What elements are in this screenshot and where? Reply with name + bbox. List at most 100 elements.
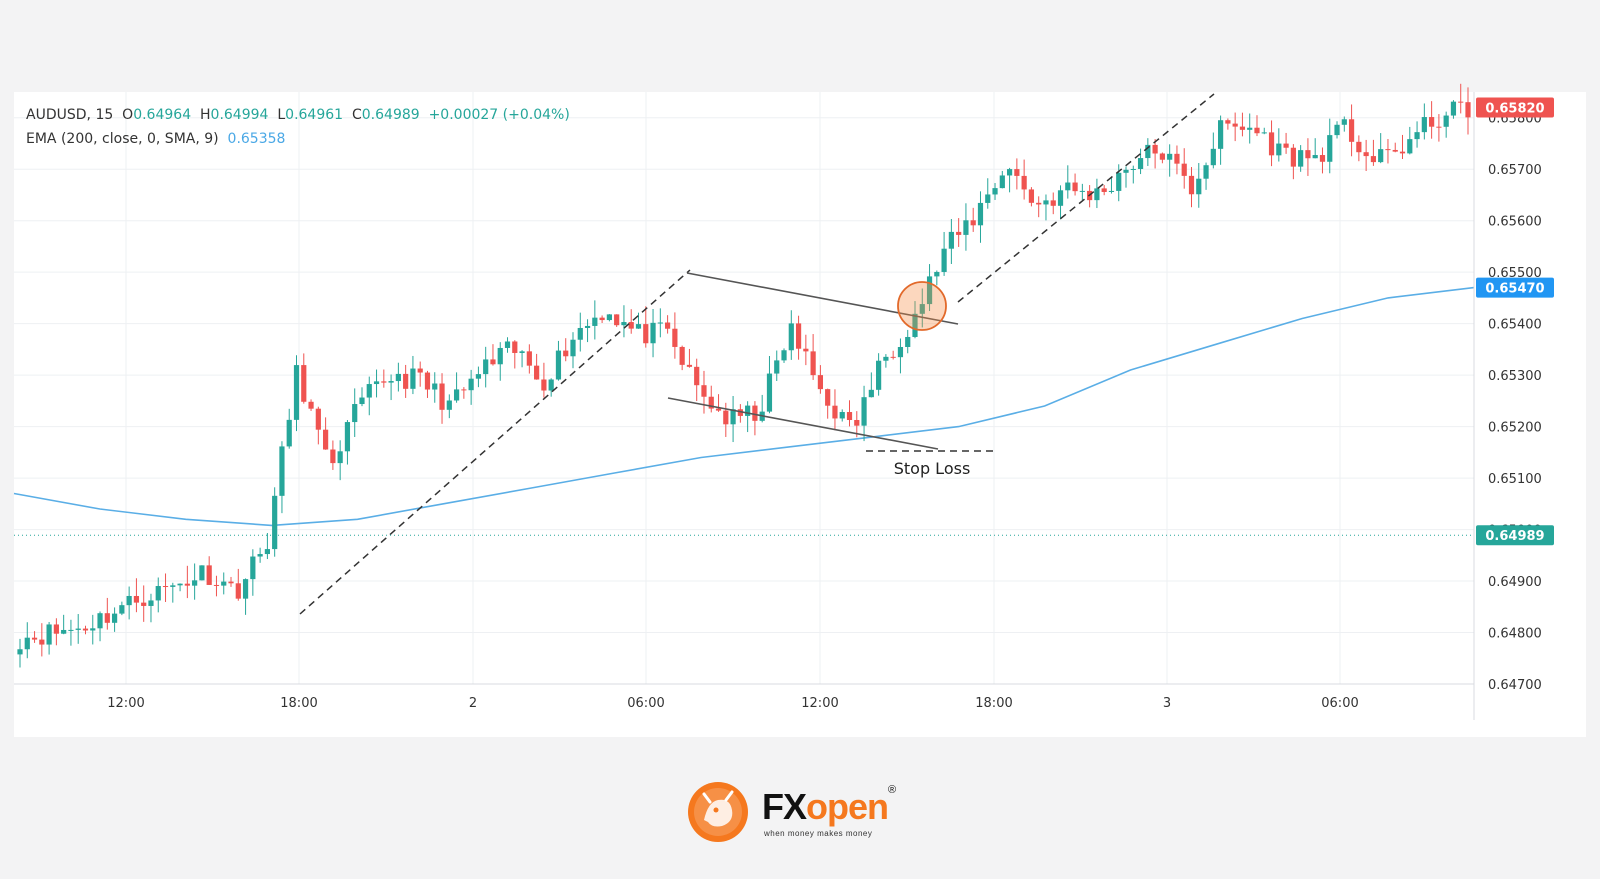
candle-body [330, 449, 336, 464]
price-tag: 0.65470 [1476, 277, 1554, 298]
time-tick-label: 12:00 [107, 696, 144, 711]
candle-body [439, 383, 445, 410]
candle [715, 394, 722, 412]
candle-body [1334, 124, 1340, 136]
candle [694, 358, 700, 402]
candle [781, 348, 787, 363]
candle-body [1341, 119, 1347, 125]
candle [635, 312, 642, 329]
candle-body [1407, 139, 1413, 154]
candle-body [228, 581, 234, 584]
candle-body [1159, 153, 1165, 160]
candle-body [359, 397, 365, 405]
candle-body [708, 396, 714, 409]
candle [577, 312, 583, 352]
candle-body [1239, 126, 1246, 130]
candle-body [272, 495, 278, 550]
candle [926, 264, 933, 312]
candle-body [213, 584, 220, 586]
candle [315, 406, 321, 445]
candle-body [1327, 135, 1333, 162]
candle [1436, 114, 1442, 142]
candle [221, 572, 227, 595]
candle-body [563, 350, 569, 357]
candle [664, 315, 671, 334]
candle [126, 586, 132, 620]
candle [919, 288, 925, 328]
candle [184, 565, 190, 599]
candle [1378, 133, 1384, 164]
candle-body [570, 339, 576, 357]
candle [1123, 166, 1129, 188]
candle [257, 547, 263, 563]
candle-body [788, 323, 794, 351]
candle-body [810, 351, 816, 376]
uptrend-line-2 [957, 93, 1215, 303]
legend-symbol: AUDUSD [26, 107, 87, 123]
candle [323, 417, 329, 450]
candle-body [694, 366, 700, 386]
candle-body [1450, 101, 1457, 116]
candle [1210, 132, 1216, 169]
candle [111, 607, 118, 632]
candle [264, 533, 270, 560]
candle [1203, 162, 1209, 190]
candle [483, 346, 489, 388]
candle [490, 344, 496, 366]
candle-body [628, 322, 634, 329]
candle-body [301, 365, 307, 402]
time-tick-label: 06:00 [627, 696, 664, 711]
candle [75, 614, 81, 644]
candle-body [1348, 119, 1355, 142]
time-tick-label: 18:00 [975, 696, 1012, 711]
candle [1319, 147, 1326, 174]
candle-body [548, 379, 554, 391]
ema-legend[interactable]: EMA (200, close, 0, SMA, 9) 0.65358 [26, 131, 285, 147]
candle [1072, 173, 1078, 196]
candle-body [446, 400, 452, 410]
candle-body [672, 328, 678, 347]
candle-body [1225, 120, 1231, 124]
candle [1014, 158, 1020, 190]
price-tag: 0.64989 [1476, 525, 1554, 546]
candle [359, 387, 365, 407]
candle [912, 301, 918, 339]
candle [1145, 138, 1151, 166]
candle [432, 372, 438, 403]
candle-body [504, 341, 511, 348]
candle [1065, 165, 1071, 199]
candle-body [17, 649, 23, 655]
candle [1407, 126, 1413, 155]
candle [686, 348, 693, 368]
candle-body [905, 336, 911, 347]
candle [199, 565, 205, 581]
candle [1341, 116, 1347, 132]
candle-body [977, 202, 984, 226]
candle [621, 305, 627, 338]
candle [1276, 128, 1282, 162]
candle-body [468, 378, 474, 391]
ema-line [13, 286, 1475, 527]
candle-body [584, 325, 591, 328]
candle-body [31, 637, 38, 640]
candle [512, 340, 518, 369]
candle-body [825, 389, 831, 406]
candle [1261, 127, 1267, 135]
legend-interval: 15 [95, 107, 114, 123]
candle [628, 309, 634, 334]
price-tick-label: 0.65700 [1488, 163, 1542, 178]
candle-body [1370, 156, 1377, 163]
candle-body [1218, 120, 1224, 149]
candle-body [592, 317, 598, 326]
candle-body [883, 356, 889, 361]
candle-body [133, 595, 140, 603]
candle [737, 404, 743, 423]
price-tag-label: 0.65820 [1485, 101, 1544, 116]
candle-body [1072, 182, 1078, 192]
candle-body [352, 404, 358, 423]
candle-body [577, 327, 583, 340]
legend-close: 0.64989 [361, 107, 420, 123]
candle [759, 394, 765, 423]
candle-body [890, 356, 896, 358]
